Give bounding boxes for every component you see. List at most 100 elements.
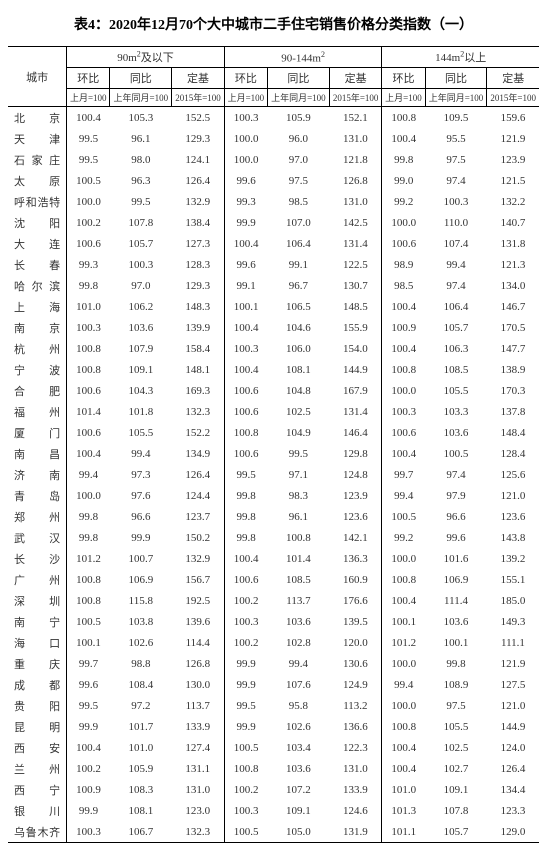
value-cell: 100.4	[224, 317, 267, 338]
value-cell: 129.3	[172, 275, 225, 296]
value-cell: 108.4	[110, 674, 172, 695]
value-cell: 146.4	[329, 422, 382, 443]
value-cell: 95.5	[425, 128, 487, 149]
value-cell: 123.9	[329, 485, 382, 506]
value-cell: 152.5	[172, 107, 225, 129]
value-cell: 123.7	[172, 506, 225, 527]
table-row: 成 都99.6108.4130.099.9107.6124.999.4108.9…	[8, 674, 539, 695]
value-cell: 100.3	[110, 254, 172, 275]
value-cell: 100.8	[67, 338, 110, 359]
table-row: 广 州100.8106.9156.7100.6108.5160.9100.810…	[8, 569, 539, 590]
table-row: 宁 波100.8109.1148.1100.4108.1144.9100.810…	[8, 359, 539, 380]
value-cell: 97.3	[110, 464, 172, 485]
value-cell: 100.8	[382, 716, 425, 737]
value-cell: 109.1	[110, 359, 172, 380]
value-cell: 100.6	[382, 233, 425, 254]
value-cell: 100.8	[67, 359, 110, 380]
value-cell: 101.0	[110, 737, 172, 758]
value-cell: 97.5	[267, 170, 329, 191]
value-cell: 103.3	[425, 401, 487, 422]
value-cell: 142.5	[329, 212, 382, 233]
value-cell: 100.8	[267, 527, 329, 548]
table-row: 兰 州100.2105.9131.1100.8103.6131.0100.410…	[8, 758, 539, 779]
value-cell: 154.0	[329, 338, 382, 359]
value-cell: 150.2	[172, 527, 225, 548]
city-name-cell: 深 圳	[8, 590, 67, 611]
value-cell: 100.3	[382, 401, 425, 422]
value-cell: 100.3	[67, 317, 110, 338]
value-cell: 100.9	[67, 779, 110, 800]
city-name-cell: 武 汉	[8, 527, 67, 548]
value-cell: 99.8	[382, 149, 425, 170]
value-cell: 100.2	[224, 779, 267, 800]
value-cell: 148.3	[172, 296, 225, 317]
value-cell: 126.4	[172, 170, 225, 191]
value-cell: 142.1	[329, 527, 382, 548]
value-cell: 100.1	[67, 632, 110, 653]
value-cell: 100.3	[224, 338, 267, 359]
value-cell: 100.6	[67, 422, 110, 443]
value-cell: 99.0	[382, 170, 425, 191]
value-cell: 102.5	[425, 737, 487, 758]
value-cell: 97.0	[267, 149, 329, 170]
value-cell: 106.5	[267, 296, 329, 317]
value-cell: 100.7	[110, 548, 172, 569]
value-cell: 100.2	[67, 758, 110, 779]
value-cell: 105.9	[267, 107, 329, 129]
value-cell: 121.9	[487, 128, 539, 149]
value-cell: 97.4	[425, 170, 487, 191]
value-cell: 132.3	[172, 401, 225, 422]
city-name-cell: 兰 州	[8, 758, 67, 779]
value-cell: 109.5	[425, 107, 487, 129]
value-cell: 169.3	[172, 380, 225, 401]
value-cell: 97.0	[110, 275, 172, 296]
value-cell: 105.5	[425, 716, 487, 737]
value-cell: 192.5	[172, 590, 225, 611]
city-name-cell: 沈 阳	[8, 212, 67, 233]
city-name-cell: 哈尔滨	[8, 275, 67, 296]
value-cell: 102.8	[267, 632, 329, 653]
unit-header: 2015年=100	[329, 89, 382, 107]
value-cell: 99.6	[224, 254, 267, 275]
city-name-cell: 成 都	[8, 674, 67, 695]
value-cell: 152.2	[172, 422, 225, 443]
value-cell: 100.6	[382, 422, 425, 443]
value-cell: 108.9	[425, 674, 487, 695]
group-header-0: 90m2及以下	[67, 47, 225, 68]
value-cell: 103.6	[110, 317, 172, 338]
city-name-cell: 南 昌	[8, 443, 67, 464]
value-cell: 125.6	[487, 464, 539, 485]
table-row: 石家庄99.598.0124.1100.097.0121.899.897.512…	[8, 149, 539, 170]
group-header-2: 144m2以上	[382, 47, 539, 68]
table-header: 城市 90m2及以下 90-144m2 144m2以上 环比 同比 定基 环比 …	[8, 47, 539, 107]
value-cell: 97.9	[425, 485, 487, 506]
value-cell: 99.4	[425, 254, 487, 275]
city-name-cell: 上 海	[8, 296, 67, 317]
value-cell: 127.4	[172, 737, 225, 758]
value-cell: 99.1	[267, 254, 329, 275]
value-cell: 132.9	[172, 191, 225, 212]
value-cell: 107.0	[267, 212, 329, 233]
value-cell: 158.4	[172, 338, 225, 359]
value-cell: 107.4	[425, 233, 487, 254]
value-cell: 108.3	[110, 779, 172, 800]
value-cell: 100.4	[382, 296, 425, 317]
table-row: 海 口100.1102.6114.4100.2102.8120.0101.210…	[8, 632, 539, 653]
city-name-cell: 天 津	[8, 128, 67, 149]
value-cell: 155.9	[329, 317, 382, 338]
value-cell: 99.1	[224, 275, 267, 296]
table-row: 厦 门100.6105.5152.2100.8104.9146.4100.610…	[8, 422, 539, 443]
table-row: 北 京100.4105.3152.5100.3105.9152.1100.810…	[8, 107, 539, 129]
value-cell: 100.4	[382, 443, 425, 464]
value-cell: 100.4	[224, 233, 267, 254]
unit-header: 上年同月=100	[267, 89, 329, 107]
city-name-cell: 南 京	[8, 317, 67, 338]
value-cell: 100.0	[382, 653, 425, 674]
value-cell: 130.7	[329, 275, 382, 296]
value-cell: 103.6	[425, 611, 487, 632]
value-cell: 100.3	[224, 107, 267, 129]
value-cell: 107.9	[110, 338, 172, 359]
value-cell: 100.1	[425, 632, 487, 653]
value-cell: 124.8	[329, 464, 382, 485]
city-name-cell: 大 连	[8, 233, 67, 254]
